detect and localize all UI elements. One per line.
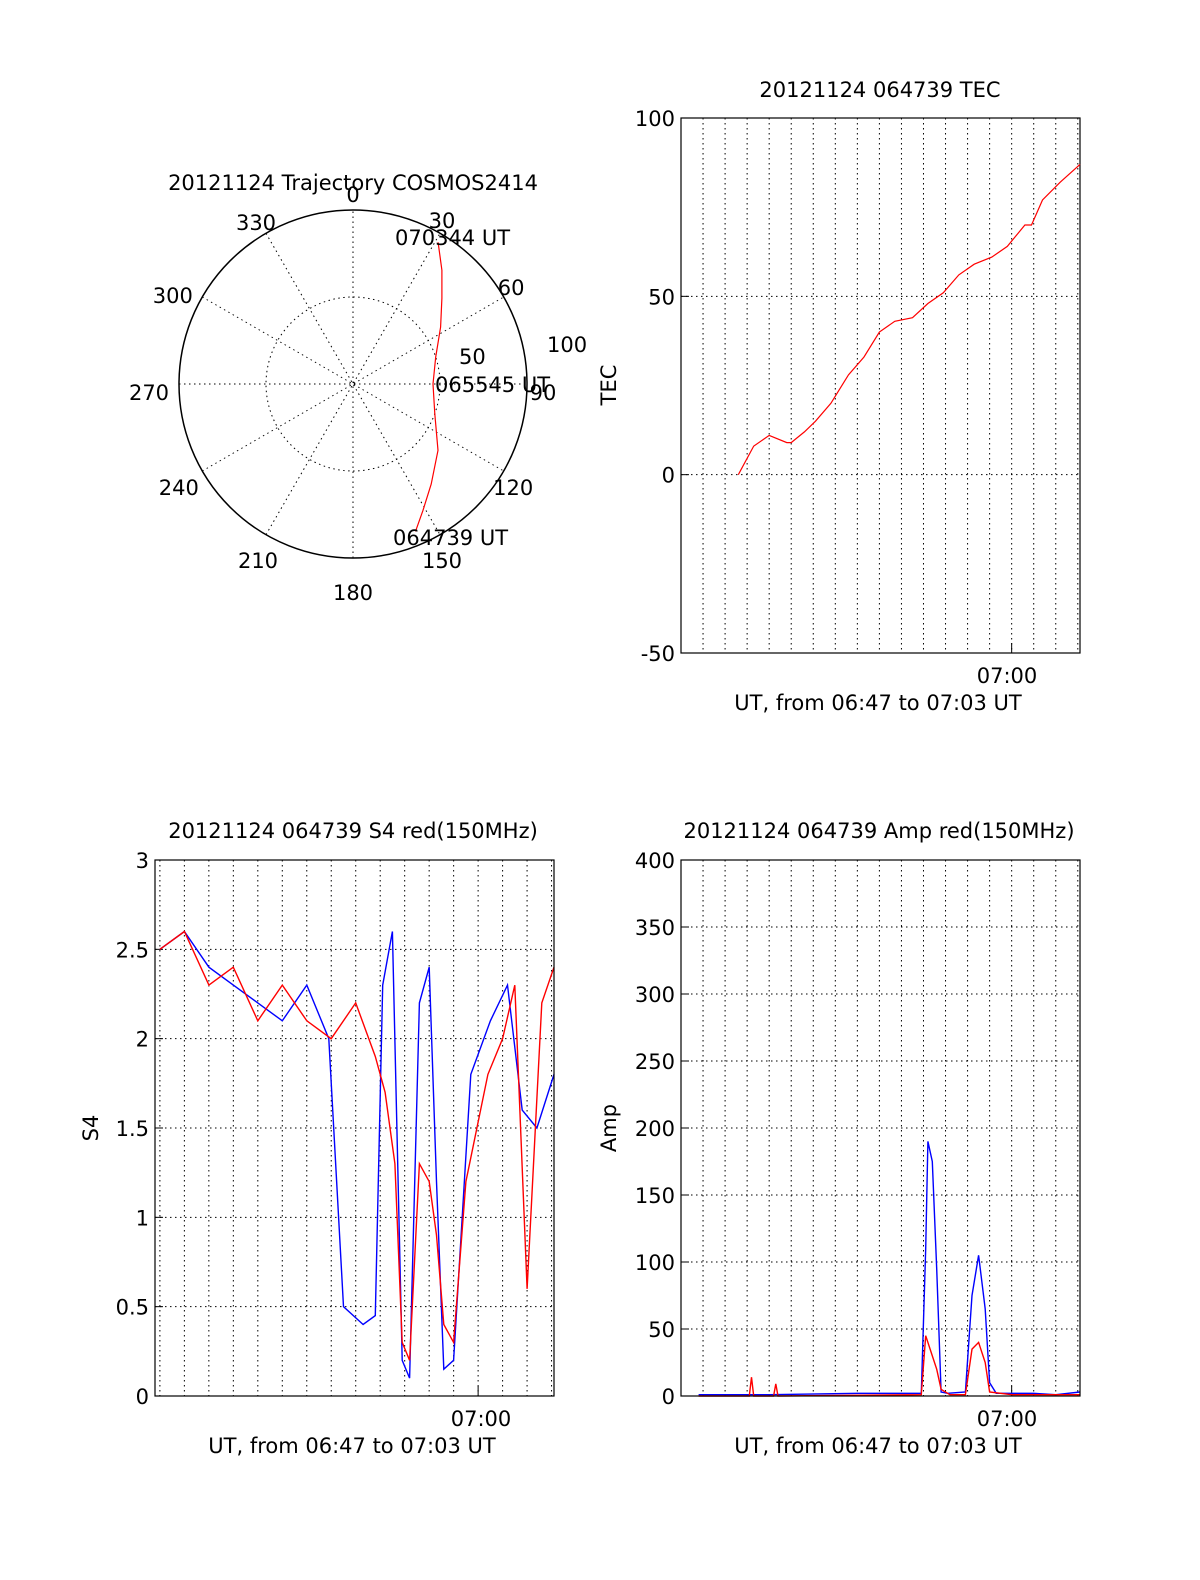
polar-trajectory-line: [414, 242, 443, 532]
polar-trajectory-panel: 20121124 Trajectory COSMOS2414 0 30 60 90 12…: [129, 171, 587, 605]
polar-azimuth-label: 210: [238, 549, 278, 573]
s4-y-tick-labels: 0 0.5 1 1.5 2 2.5 3: [116, 849, 149, 1409]
y-tick-label: 50: [648, 1318, 675, 1342]
polar-azimuth-label: 240: [159, 476, 199, 500]
tec-plot-frame: [680, 117, 1081, 654]
y-tick-label: 0: [662, 1385, 675, 1409]
y-tick-label: 1.5: [116, 1117, 149, 1141]
y-tick-label: 100: [635, 1251, 675, 1275]
y-tick-label: 2.5: [116, 938, 149, 962]
amp-y-axis-label: Amp: [597, 1104, 621, 1152]
polar-radial-label-50: 50: [459, 345, 486, 369]
polar-annotation-mid: 065545 UT: [435, 373, 550, 397]
polar-title: 20121124 Trajectory COSMOS2414: [168, 171, 538, 195]
s4-plot-frame: [154, 859, 555, 1397]
amp-series-line-red: [698, 1335, 1080, 1397]
polar-azimuth-label: 330: [236, 211, 276, 235]
polar-azimuth-labels: 0 30 60 90 120 150 180 210 240 270 300 330: [129, 183, 556, 605]
y-tick-label: 0: [136, 1385, 149, 1409]
tec-x-axis-label: UT, from 06:47 to 07:03 UT: [734, 691, 1022, 715]
y-tick-label: 400: [635, 849, 675, 873]
amp-y-tick-labels: 0 50 100 150 200 250 300 350 400: [635, 849, 675, 1409]
polar-radial-label-100: 100: [547, 333, 587, 357]
polar-azimuth-label: 90: [530, 381, 557, 405]
s4-y-axis-label: S4: [79, 1115, 103, 1142]
s4-chart-panel: 20121124 064739 S4 red(150MHz) 0 0.5 1 1.5 2…: [79, 819, 555, 1458]
tec-title: 20121124 064739 TEC: [759, 78, 1000, 102]
y-tick-label: 1: [136, 1206, 149, 1230]
y-tick-label: 50: [648, 285, 675, 309]
tec-chart-panel: 20121124 064739 TEC -50 0 50 100 07:00 UT, …: [597, 78, 1081, 715]
s4-x-axis-label: UT, from 06:47 to 07:03 UT: [208, 1434, 496, 1458]
tec-x-tick-label: 07:00: [977, 664, 1038, 688]
polar-azimuth-label: 300: [153, 284, 193, 308]
s4-series-group: [159, 930, 555, 1379]
polar-spoke: [202, 296, 504, 472]
y-tick-label: -50: [641, 642, 675, 666]
polar-spoke: [265, 233, 441, 535]
polar-spokes: [179, 210, 527, 558]
y-tick-label: 2: [136, 1028, 149, 1052]
y-tick-label: 100: [635, 107, 675, 131]
tec-series-line: [737, 163, 1081, 475]
polar-azimuth-label: 270: [129, 381, 169, 405]
y-tick-label: 250: [635, 1050, 675, 1074]
polar-annotation-end: 070344 UT: [395, 226, 510, 250]
y-tick-label: 0.5: [116, 1296, 149, 1320]
amp-title: 20121124 064739 Amp red(150MHz): [683, 819, 1074, 843]
polar-azimuth-label: 30: [429, 209, 456, 233]
tec-grid: [681, 117, 1080, 654]
amp-x-axis-label: UT, from 06:47 to 07:03 UT: [734, 1434, 1022, 1458]
polar-inner-circle: [265, 296, 441, 472]
s4-series-line-blue: [159, 930, 555, 1379]
s4-title: 20121124 064739 S4 red(150MHz): [168, 819, 538, 843]
y-tick-label: 150: [635, 1184, 675, 1208]
y-tick-label: 200: [635, 1117, 675, 1141]
s4-grid: [155, 859, 554, 1397]
amp-chart-panel: 20121124 064739 Amp red(150MHz) 0 50 100 15…: [597, 819, 1081, 1458]
y-tick-label: 300: [635, 983, 675, 1007]
polar-spoke: [265, 233, 441, 535]
amp-x-tick-label: 07:00: [977, 1407, 1038, 1431]
s4-x-tick-label: 07:00: [451, 1407, 512, 1431]
polar-azimuth-label: 0: [346, 183, 359, 207]
y-tick-label: 3: [136, 849, 149, 873]
polar-azimuth-label: 60: [498, 276, 525, 300]
amp-series-line-blue: [698, 1141, 1081, 1396]
amp-plot-frame: [680, 859, 1081, 1397]
y-tick-label: 350: [635, 916, 675, 940]
y-tick-label: 0: [662, 464, 675, 488]
polar-azimuth-label: 150: [422, 549, 462, 573]
tec-y-axis-label: TEC: [597, 365, 621, 407]
polar-azimuth-label: 180: [333, 581, 373, 605]
s4-series-line-red: [159, 930, 555, 1361]
polar-spoke: [202, 296, 504, 472]
tec-y-tick-labels: -50 0 50 100: [635, 107, 675, 666]
amp-series-group: [698, 1141, 1081, 1397]
amp-grid: [681, 859, 1080, 1397]
polar-annotation-start: 064739 UT: [393, 526, 508, 550]
polar-azimuth-label: 120: [493, 476, 533, 500]
